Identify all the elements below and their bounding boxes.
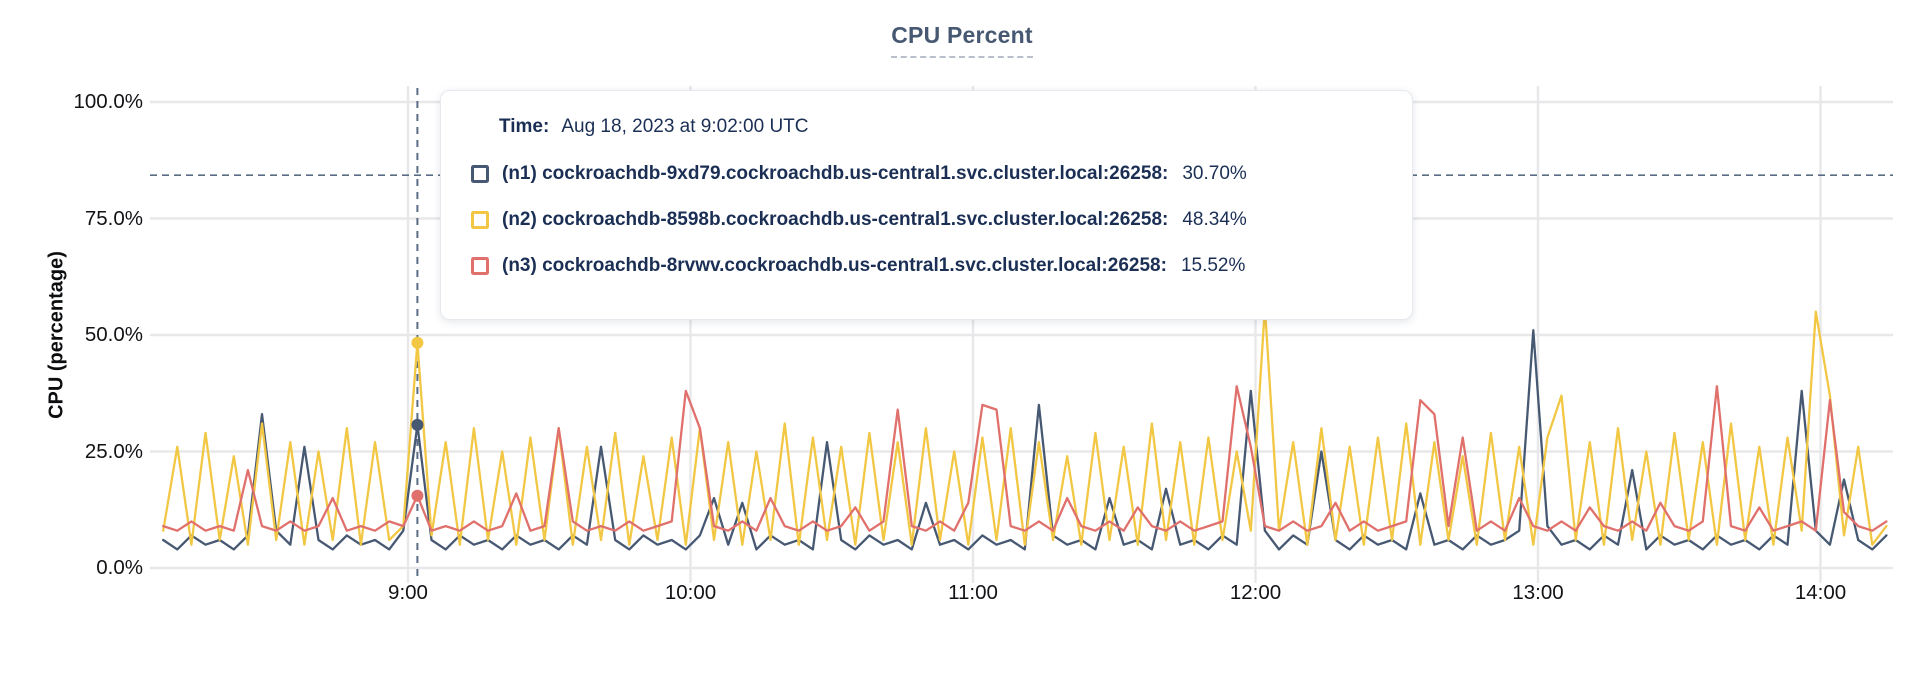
y-axis-tick-label: 50.0% [84, 323, 143, 346]
tooltip-time-value: Aug 18, 2023 at 9:02:00 UTC [561, 116, 809, 137]
x-axis-tick-label: 12:00 [1229, 581, 1282, 604]
series-swatch-n2 [471, 211, 489, 229]
tooltip-time-row: Time: Aug 18, 2023 at 9:02:00 UTC [499, 116, 1412, 138]
hover-dot-n2 [411, 336, 424, 349]
hover-dot-n1 [411, 418, 424, 431]
tooltip-series-value-n2: 48.34% [1182, 209, 1247, 230]
tooltip-series-value-n1: 30.70% [1182, 163, 1247, 184]
tooltip-series-row-n2: (n2) cockroachdb-8598b.cockroachdb.us-ce… [471, 207, 1412, 233]
hover-dot-n3 [411, 489, 424, 502]
tooltip-series-value-n3: 15.52% [1180, 255, 1246, 276]
series-swatch-n1 [471, 165, 489, 183]
x-axis-tick-label: 9:00 [388, 581, 428, 604]
tooltip-series-row-n3: (n3) cockroachdb-8rvwv.cockroachdb.us-ce… [471, 253, 1412, 279]
series-swatch-n3 [471, 257, 489, 275]
x-axis-tick-label: 10:00 [664, 581, 717, 604]
x-axis-tick-label: 13:00 [1512, 581, 1564, 604]
y-axis-tick-label: 75.0% [84, 206, 143, 230]
chart-tooltip: Time: Aug 18, 2023 at 9:02:00 UTC (n1) co… [440, 90, 1413, 320]
tooltip-series-row-n1: (n1) cockroachdb-9xd79.cockroachdb.us-ce… [471, 161, 1412, 187]
series-line-n2 [162, 305, 1888, 546]
tooltip-series-label-n2: (n2) cockroachdb-8598b.cockroachdb.us-ce… [502, 209, 1169, 230]
series-line-n3 [162, 385, 1888, 532]
y-axis-tick-label: 25.0% [84, 439, 143, 463]
chart-title: CPU Percent [891, 22, 1033, 58]
tooltip-time-label: Time: [499, 116, 550, 137]
x-axis-tick-label: 14:00 [1794, 581, 1847, 604]
x-axis-tick-label: 11:00 [948, 581, 998, 604]
y-axis-tick-label: 100.0% [73, 90, 143, 113]
series-line-n1 [162, 329, 1888, 551]
y-axis-tick-label: 0.0% [96, 556, 143, 579]
tooltip-series-label-n1: (n1) cockroachdb-9xd79.cockroachdb.us-ce… [502, 163, 1169, 184]
chart-header: CPU Percent [0, 22, 1924, 58]
tooltip-series-label-n3: (n3) cockroachdb-8rvwv.cockroachdb.us-ce… [502, 255, 1167, 276]
